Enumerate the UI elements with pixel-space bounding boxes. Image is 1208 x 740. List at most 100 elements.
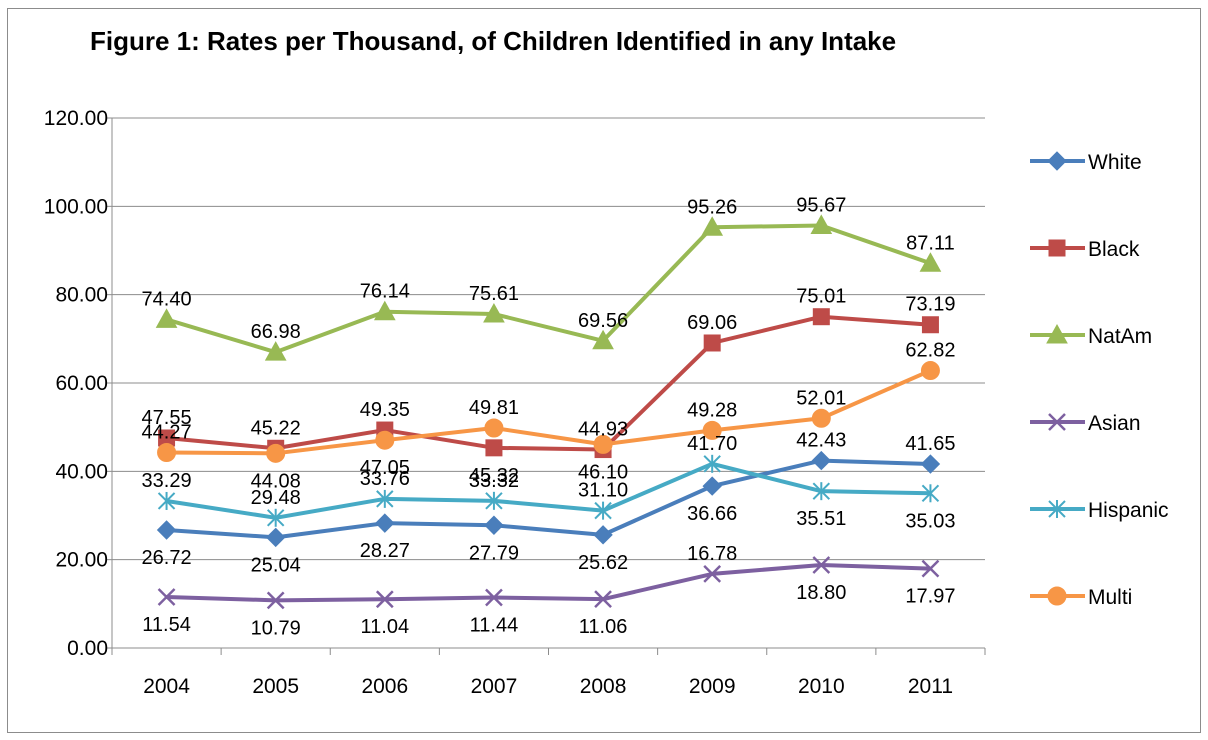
- data-label-natam: 74.40: [142, 288, 192, 310]
- legend-marker-multi: [1047, 586, 1067, 606]
- x-tick-label: 2007: [471, 675, 518, 698]
- x-tick-label: 2005: [252, 675, 299, 698]
- legend-item-white: White: [1030, 151, 1142, 174]
- data-label-asian: 17.97: [905, 586, 955, 608]
- x-tick-label: 2011: [908, 675, 953, 698]
- x-tick-label: 2008: [580, 675, 627, 698]
- data-label-white: 41.65: [905, 433, 955, 455]
- series-group: [155, 214, 942, 610]
- data-label-natam: 87.11: [906, 232, 955, 254]
- marker-stroke: [1048, 413, 1066, 431]
- series-line-asian: [166, 562, 931, 603]
- data-point-hispanic: [376, 489, 394, 508]
- data-label-white: 25.62: [578, 552, 628, 574]
- data-point-multi: [920, 361, 940, 381]
- legend-label-black: Black: [1088, 238, 1140, 261]
- series-line-natam: [165, 223, 932, 355]
- data-label-hispanic: 33.76: [360, 468, 410, 490]
- marker-stroke: [594, 590, 612, 609]
- data-label-asian: 16.78: [687, 543, 737, 565]
- data-point-hispanic: [921, 484, 940, 503]
- data-point-natam: [373, 300, 396, 321]
- data-label-hispanic: 33.32: [469, 470, 519, 492]
- data-point-hispanic: [703, 454, 721, 473]
- data-label-asian: 18.80: [796, 582, 846, 604]
- data-point-white: [702, 476, 722, 496]
- legend-marker-white: [1047, 151, 1067, 171]
- data-label-natam: 76.14: [360, 281, 410, 303]
- data-label-multi: 44.08: [251, 470, 301, 492]
- data-point-asian: [812, 556, 831, 574]
- series-line-hispanic: [166, 461, 931, 520]
- data-label-natam: 95.67: [796, 194, 846, 216]
- y-tick-label: 60.00: [55, 372, 108, 395]
- series-line-multi: [166, 368, 932, 456]
- legend-item-hispanic: Hispanic: [1030, 499, 1169, 522]
- data-point-multi: [375, 430, 395, 450]
- data-label-black: 45.22: [251, 417, 301, 439]
- data-label-multi: 49.81: [469, 397, 519, 419]
- data-point-black: [812, 308, 830, 326]
- data-point-multi: [157, 442, 177, 462]
- data-label-multi: 47.05: [360, 457, 410, 479]
- data-point-black: [485, 439, 503, 457]
- marker-stroke: [157, 588, 176, 606]
- marker-stroke: [375, 590, 394, 609]
- data-label-black: 47.55: [142, 407, 192, 429]
- x-tick-label: 2004: [143, 675, 190, 698]
- data-label-hispanic: 29.48: [251, 487, 301, 509]
- data-label-natam: 66.98: [251, 321, 301, 343]
- data-point-hispanic: [266, 508, 285, 527]
- data-label-hispanic: 31.10: [578, 480, 628, 502]
- data-point-hispanic: [812, 482, 831, 501]
- data-label-white: 36.66: [687, 503, 737, 525]
- legend-label-multi: Multi: [1088, 586, 1132, 609]
- series-line-white: [166, 458, 931, 540]
- y-tick-label: 80.00: [55, 284, 108, 307]
- y-tick-label: 0.00: [67, 637, 108, 660]
- data-label-multi: 62.82: [905, 340, 955, 362]
- axes: 0.00 20.00 40.00 60.00 80.00 100.00 120.00 2004…: [44, 107, 986, 698]
- data-label-white: 27.79: [469, 542, 519, 564]
- data-label-white: 28.27: [360, 540, 410, 562]
- y-tick-label: 100.00: [44, 195, 108, 218]
- data-label-black: 75.01: [796, 286, 846, 308]
- legend-item-multi: Multi: [1030, 586, 1132, 609]
- marker-stroke: [266, 591, 285, 610]
- legend-marker-natam: [1046, 323, 1068, 344]
- data-point-asian: [594, 590, 612, 609]
- data-label-multi: 52.01: [796, 387, 846, 409]
- data-point-multi: [593, 434, 613, 454]
- marker-stroke: [812, 556, 831, 574]
- data-point-white: [811, 450, 832, 471]
- data-point-asian: [703, 565, 722, 583]
- data-point-natam: [483, 303, 505, 323]
- data-label-black: 49.35: [360, 399, 410, 421]
- data-point-white: [156, 520, 177, 540]
- data-point-black: [703, 334, 721, 352]
- legend: White Black NatAm Asian Hispanic Multi: [1030, 151, 1169, 609]
- data-point-natam: [264, 341, 287, 361]
- data-point-white: [375, 513, 395, 533]
- marker-stroke: [921, 559, 940, 578]
- legend-marker-hispanic: [1048, 500, 1066, 518]
- data-label-hispanic: 41.70: [687, 433, 737, 455]
- data-point-multi: [811, 408, 831, 428]
- legend-item-natam: NatAm: [1030, 323, 1152, 348]
- legend-label-asian: Asian: [1088, 412, 1141, 435]
- data-point-white: [484, 515, 504, 535]
- data-point-hispanic: [594, 501, 612, 520]
- legend-marker-black: [1048, 239, 1066, 257]
- data-point-black: [921, 316, 939, 334]
- data-point-multi: [266, 443, 286, 463]
- data-label-natam: 69.56: [578, 310, 628, 332]
- data-point-multi: [702, 420, 722, 440]
- data-label-natam: 95.26: [687, 196, 737, 218]
- data-point-hispanic: [157, 491, 176, 510]
- x-tick-label: 2006: [361, 675, 408, 698]
- data-label-asian: 10.79: [251, 617, 301, 639]
- data-point-multi: [484, 418, 504, 438]
- data-point-white: [593, 525, 613, 545]
- chart-title: Figure 1: Rates per Thousand, of Childre…: [90, 26, 896, 56]
